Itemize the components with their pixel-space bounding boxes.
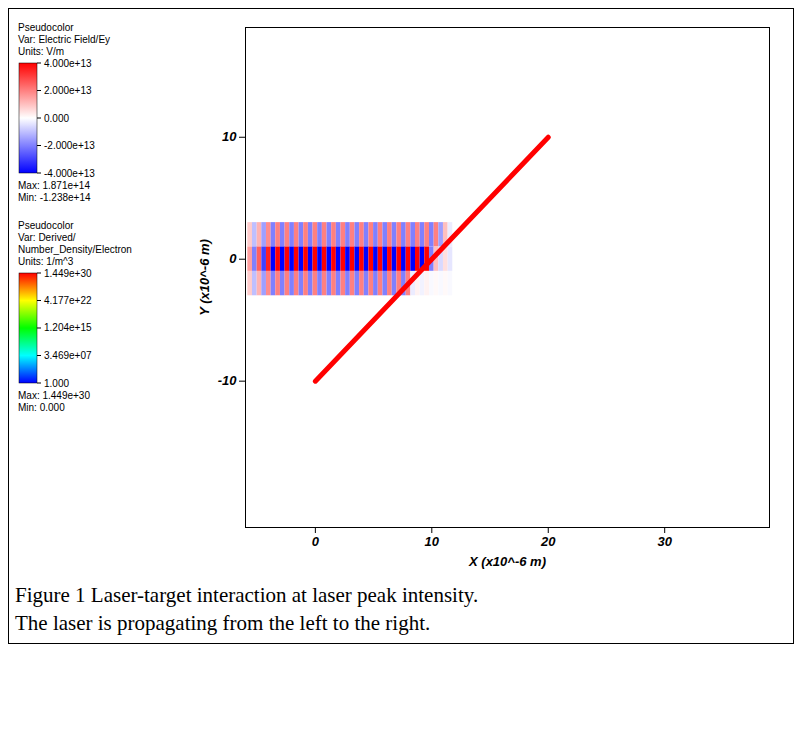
svg-text:30: 30 [657,534,672,549]
svg-text:0.000: 0.000 [44,113,69,124]
svg-text:10: 10 [425,534,440,549]
svg-text:Pseudocolor: Pseudocolor [18,22,74,33]
svg-text:4.000e+13: 4.000e+13 [44,58,92,69]
svg-text:0: 0 [312,534,320,549]
svg-text:Units: 1/m^3: Units: 1/m^3 [18,256,74,267]
svg-text:-2.000e+13: -2.000e+13 [44,140,95,151]
svg-text:1.204e+15: 1.204e+15 [44,322,92,333]
svg-text:1.449e+30: 1.449e+30 [44,268,92,279]
svg-text:Number_Density/Electron: Number_Density/Electron [18,244,132,255]
svg-text:0: 0 [229,251,237,266]
svg-text:2.000e+13: 2.000e+13 [44,85,92,96]
svg-text:Min: 0.000: Min: 0.000 [18,402,65,413]
svg-text:4.177e+22: 4.177e+22 [44,295,92,306]
svg-text:X (x10^-6 m): X (x10^-6 m) [468,554,546,569]
svg-text:Max: 1.449e+30: Max: 1.449e+30 [18,390,90,401]
html-text:Figure 1 Laser-target interact: Figure 1 Laser-target interaction at las… [15,583,479,607]
svg-text:1.000: 1.000 [44,378,69,389]
svg-text:Y (x10^-6 m): Y (x10^-6 m) [197,239,212,316]
svg-text:-10: -10 [218,373,238,388]
svg-text:Var: Derived/: Var: Derived/ [18,232,76,243]
svg-text:Pseudocolor: Pseudocolor [18,220,74,231]
svg-text:Max: 1.871e+14: Max: 1.871e+14 [18,180,90,191]
html-text:The laser is propagating from: The laser is propagating from the left t… [15,611,431,635]
svg-text:Units: V/m: Units: V/m [18,46,64,57]
svg-text:3.469e+07: 3.469e+07 [44,350,92,361]
svg-text:20: 20 [540,534,556,549]
svg-text:Var: Electric Field/Ey: Var: Electric Field/Ey [18,34,110,45]
svg-text:10: 10 [222,129,237,144]
svg-text:Min: -1.238e+14: Min: -1.238e+14 [18,192,91,203]
svg-text:-4.000e+13: -4.000e+13 [44,168,95,179]
